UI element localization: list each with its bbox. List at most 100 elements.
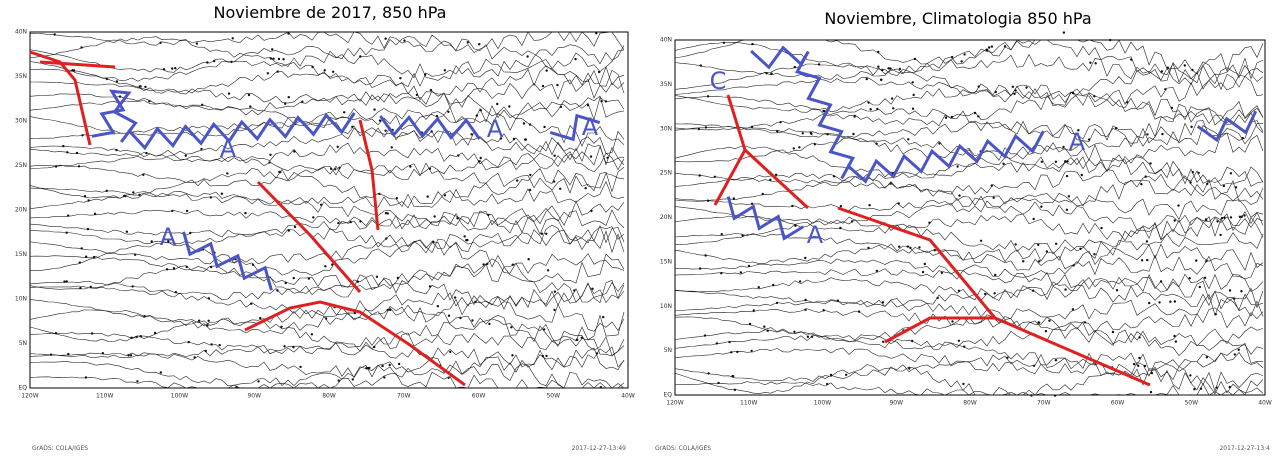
- flow-arrow: [1114, 126, 1118, 130]
- streamline: [674, 232, 1264, 263]
- flow-arrow: [928, 221, 931, 224]
- streamline: [29, 95, 625, 130]
- flow-arrow: [757, 286, 760, 289]
- flow-arrow: [311, 65, 314, 69]
- flow-arrow: [1138, 336, 1141, 339]
- flow-arrow: [148, 100, 151, 103]
- flow-arrow: [1040, 160, 1044, 163]
- pressure-center: C: [710, 67, 727, 95]
- lat-label: 40N: [15, 29, 27, 36]
- lon-label: 120W: [666, 400, 683, 407]
- flow-arrow: [1025, 86, 1028, 89]
- ridge-line: [549, 113, 601, 142]
- flow-arrow: [366, 366, 370, 370]
- flow-arrow: [836, 299, 840, 302]
- flow-arrow: [770, 72, 773, 75]
- lon-label: 40W: [1258, 400, 1272, 407]
- flow-arrow: [429, 88, 433, 92]
- streamline: [29, 213, 625, 244]
- flow-arrow: [449, 350, 452, 354]
- streamline: [674, 335, 1263, 371]
- flow-arrow: [792, 147, 795, 150]
- flow-arrow: [1189, 374, 1192, 377]
- flow-arrow: [63, 280, 66, 283]
- flow-arrow: [1147, 301, 1151, 305]
- flow-arrow: [447, 314, 451, 317]
- streamline: [29, 371, 625, 389]
- flow-arrow: [1158, 301, 1161, 304]
- flow-arrow: [1003, 45, 1007, 48]
- streamline: [674, 39, 1264, 75]
- flow-arrow: [142, 173, 145, 176]
- flow-arrow: [1130, 58, 1133, 61]
- flow-arrow: [960, 60, 963, 63]
- flow-arrow: [456, 217, 459, 220]
- flow-arrow: [474, 300, 477, 303]
- trough-line: [837, 206, 1151, 387]
- flow-arrow: [918, 246, 921, 249]
- flow-arrow: [276, 70, 279, 73]
- flow-arrow: [323, 69, 326, 72]
- flow-arrow: [987, 46, 991, 49]
- flow-arrow: [1140, 259, 1144, 262]
- flow-arrow: [453, 296, 457, 299]
- map-title: Noviembre de 2017, 850 hPa: [214, 3, 447, 22]
- flow-arrow: [334, 168, 337, 171]
- flow-arrow: [1138, 356, 1141, 360]
- flow-arrow: [1190, 125, 1193, 128]
- flow-arrow: [79, 286, 82, 290]
- lat-label: 15N: [15, 251, 27, 258]
- streamline: [674, 293, 1264, 321]
- flow-arrow: [1173, 334, 1176, 338]
- flow-arrow: [1149, 390, 1153, 394]
- streamline: [30, 241, 625, 284]
- trough-line: [29, 50, 92, 146]
- flow-arrow: [940, 271, 944, 274]
- flow-arrow: [813, 143, 817, 146]
- flow-arrow: [522, 122, 526, 125]
- flow-arrow: [748, 322, 752, 326]
- flow-arrow: [359, 55, 362, 58]
- ridge-line: [1196, 110, 1258, 143]
- flow-arrow: [1149, 162, 1152, 165]
- flow-arrow: [810, 335, 814, 338]
- flow-arrow: [80, 46, 83, 49]
- flow-arrow: [84, 255, 88, 258]
- flow-arrow: [198, 319, 201, 322]
- streamline: [29, 357, 625, 389]
- flow-arrow: [283, 345, 286, 348]
- streamline: [674, 216, 1264, 255]
- flow-arrow: [1215, 386, 1218, 389]
- flow-arrow: [994, 273, 997, 277]
- flow-arrow: [187, 340, 190, 344]
- flow-arrow: [397, 362, 401, 366]
- pressure-center: A: [160, 223, 177, 251]
- lon-label: 100W: [814, 400, 831, 407]
- streamline: [29, 347, 625, 379]
- flow-arrow: [595, 32, 598, 35]
- flow-arrow: [512, 137, 516, 141]
- lat-label: 20N: [660, 214, 672, 221]
- flow-arrow: [150, 240, 153, 243]
- lon-label: 110W: [740, 400, 757, 407]
- flow-arrow: [207, 297, 211, 300]
- flow-arrow: [1169, 300, 1172, 303]
- flow-arrow: [908, 367, 911, 370]
- flow-arrow: [704, 254, 707, 257]
- flow-arrow: [375, 275, 379, 278]
- flow-arrow: [351, 125, 354, 128]
- flow-arrow: [1222, 184, 1226, 188]
- flow-arrow: [184, 154, 187, 157]
- flow-arrow: [447, 110, 450, 114]
- streamline: [29, 190, 625, 227]
- flow-arrow: [962, 382, 965, 386]
- lon-label: 50W: [546, 393, 560, 400]
- flow-arrow: [1014, 243, 1017, 246]
- ridge-line: [726, 196, 805, 241]
- flow-arrow: [706, 199, 710, 202]
- flow-arrow: [54, 332, 58, 335]
- flow-arrow: [1072, 264, 1075, 267]
- flow-arrow: [162, 68, 166, 71]
- flow-arrow: [436, 305, 440, 308]
- flow-arrow: [105, 189, 108, 192]
